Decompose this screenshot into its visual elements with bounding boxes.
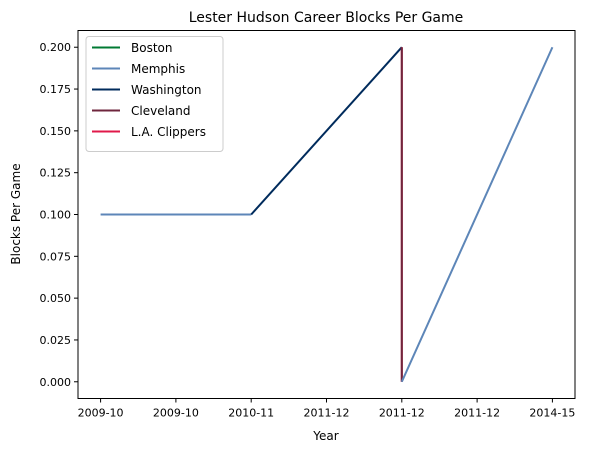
x-tick-label: 2011-12 <box>304 407 350 420</box>
legend-label-washington: Washington <box>131 83 202 97</box>
y-tick-label: 0.050 <box>40 292 72 305</box>
legend-label-memphis: Memphis <box>131 62 185 76</box>
x-tick-label: 2010-11 <box>228 407 274 420</box>
y-tick-label: 0.025 <box>40 334 72 347</box>
x-tick-label: 2009-10 <box>153 407 199 420</box>
chart-title: Lester Hudson Career Blocks Per Game <box>189 10 464 26</box>
legend-label-boston: Boston <box>131 41 172 55</box>
legend-box <box>85 36 224 152</box>
x-axis-label: Year <box>312 429 338 443</box>
y-axis-label: Blocks Per Game <box>9 163 23 264</box>
legend-label-l-a-clippers: L.A. Clippers <box>131 125 206 139</box>
x-tick-label: 2009-10 <box>78 407 124 420</box>
data-marks <box>100 46 554 383</box>
y-tick-label: 0.100 <box>40 209 72 222</box>
y-tick-label: 0.175 <box>40 83 72 96</box>
series-line-washington <box>250 46 403 216</box>
x-axis: 2009-10 2009-10 2010-11 2011-12 2011-12 2011-… <box>78 398 575 420</box>
y-axis: 0.000 0.025 0.050 0.075 0.100 0.125 0.150 0.175… <box>40 41 78 389</box>
x-tick-label: 2014-15 <box>529 407 575 420</box>
y-tick-label: 0.125 <box>40 167 72 180</box>
y-tick-label: 0.150 <box>40 125 72 138</box>
y-tick-label: 0.200 <box>40 41 72 54</box>
x-tick-label: 2011-12 <box>379 407 425 420</box>
x-tick-label: 2011-12 <box>454 407 500 420</box>
y-tick-label: 0.000 <box>40 376 72 389</box>
legend: Boston Memphis Washington Cleveland L.A. Cli… <box>85 36 224 152</box>
y-tick-label: 0.075 <box>40 250 72 263</box>
legend-label-cleveland: Cleveland <box>131 104 191 118</box>
series-line-memphis <box>400 46 554 383</box>
